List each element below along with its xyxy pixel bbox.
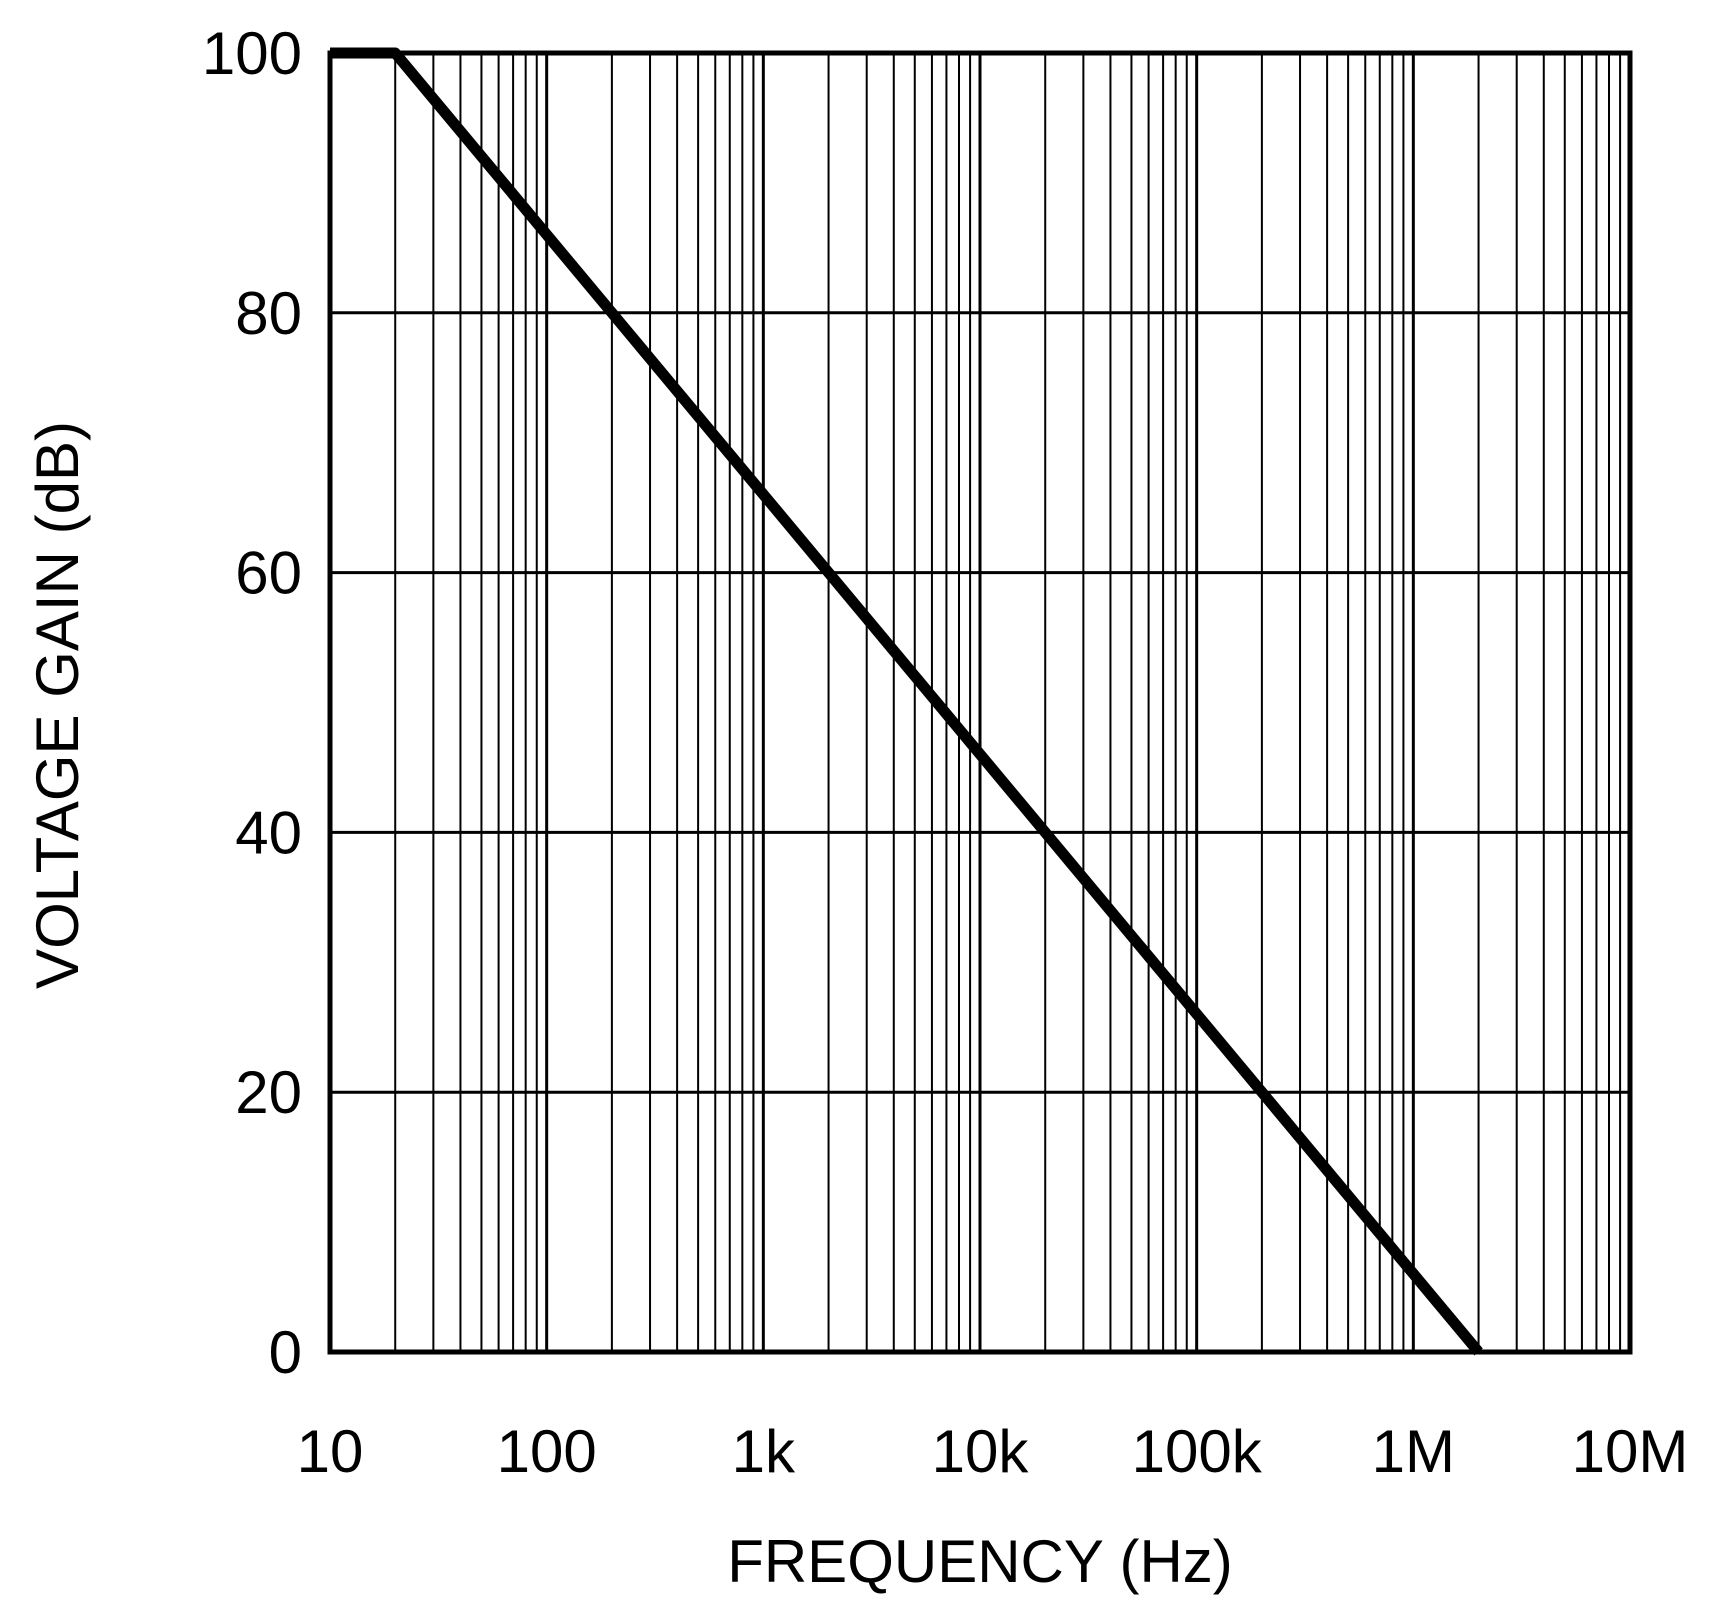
plot-frame <box>327 50 1633 1355</box>
x-tick-label: 10 <box>297 1418 364 1485</box>
grid <box>330 53 1630 1352</box>
y-tick-label: 100 <box>202 20 302 87</box>
y-tick-label: 20 <box>235 1059 302 1126</box>
x-axis-title: FREQUENCY (Hz) <box>727 1528 1233 1595</box>
gain-curve <box>330 47 1483 1356</box>
y-tick-label: 40 <box>235 799 302 866</box>
x-tick-label: 1k <box>732 1418 796 1485</box>
series-group <box>330 47 1483 1356</box>
x-tick-label: 1M <box>1372 1418 1455 1485</box>
x-tick-labels: 10 100 1k 10k 100k 1M 10M <box>297 1418 1689 1485</box>
y-axis-title: VOLTAGE GAIN (dB) <box>24 421 91 989</box>
y-tick-label: 80 <box>235 280 302 347</box>
y-tick-label: 0 <box>269 1319 302 1386</box>
y-tick-labels: 0 20 40 60 80 100 <box>202 20 302 1386</box>
x-tick-label: 100k <box>1132 1418 1263 1485</box>
x-tick-label: 100 <box>497 1418 597 1485</box>
x-tick-label: 10k <box>932 1418 1030 1485</box>
y-tick-label: 60 <box>235 540 302 607</box>
x-tick-label: 10M <box>1572 1418 1689 1485</box>
